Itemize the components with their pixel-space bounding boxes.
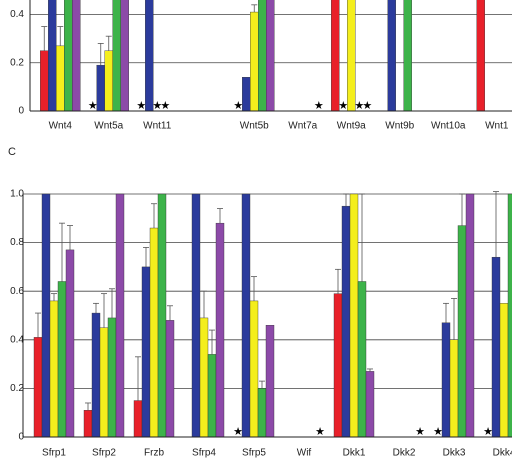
zero-marker: ★ — [314, 100, 324, 112]
bar — [387, 0, 396, 112]
bar — [49, 300, 59, 438]
y-tick-label: 1.0 — [10, 189, 24, 200]
x-tick-label: Wnt5b — [240, 121, 269, 132]
bar — [250, 11, 259, 112]
zero-marker: ★ — [160, 100, 170, 112]
bar — [149, 227, 159, 438]
x-tick-label: Sfrp5 — [242, 448, 266, 459]
x-tick-label: Frzb — [144, 448, 164, 459]
bar — [57, 281, 67, 438]
bar — [83, 410, 93, 438]
bar — [48, 0, 57, 112]
bar — [333, 293, 343, 438]
bar — [120, 0, 129, 112]
zero-marker: ★ — [233, 100, 243, 112]
bar — [145, 0, 154, 112]
x-tick-label: Dkk2 — [393, 448, 416, 459]
x-tick-label: Wnt1 — [485, 121, 509, 132]
bar — [347, 0, 356, 112]
y-tick-label: 0.6 — [10, 286, 24, 297]
bar — [215, 222, 225, 438]
x-tick-label: Wnt9a — [337, 121, 366, 132]
bar — [157, 193, 167, 438]
x-tick-label: Wif — [297, 448, 312, 459]
y-tick-label: 0 — [18, 106, 24, 117]
bar — [357, 281, 367, 438]
zero-marker: ★ — [415, 426, 425, 438]
bar — [449, 339, 459, 438]
bar — [141, 266, 151, 438]
bar — [115, 193, 125, 438]
zero-marker: ★ — [136, 100, 146, 112]
bar — [99, 327, 109, 438]
bar — [199, 317, 209, 438]
bar — [33, 337, 43, 438]
bar — [41, 193, 51, 438]
bar — [242, 77, 251, 112]
zero-marker: ★ — [88, 100, 98, 112]
bar — [96, 64, 105, 112]
y-tick-label: 0 — [18, 432, 24, 443]
bar — [56, 45, 65, 112]
y-tick-label: 0.2 — [10, 57, 24, 68]
bar — [191, 193, 201, 438]
x-tick-label: Sfrp4 — [192, 448, 216, 459]
bar — [112, 0, 121, 112]
bar — [258, 0, 267, 112]
bar — [465, 193, 475, 438]
zero-marker: ★ — [362, 100, 372, 112]
panel-label: C — [8, 146, 16, 158]
y-tick-label: 0.4 — [10, 334, 24, 345]
bar — [499, 303, 509, 438]
x-tick-label: Sfrp1 — [42, 448, 66, 459]
zero-marker: ★ — [354, 100, 364, 112]
bar — [476, 0, 485, 112]
zero-marker: ★ — [315, 426, 325, 438]
bar — [241, 193, 251, 438]
bar — [133, 400, 143, 438]
x-tick-label: Wnt7a — [288, 121, 317, 132]
bar — [40, 50, 49, 112]
zero-marker: ★ — [433, 426, 443, 438]
x-tick-label: Wnt5a — [94, 121, 123, 132]
x-tick-label: Dkk4 — [493, 448, 512, 459]
bar — [441, 322, 451, 438]
x-tick-label: Wnt11 — [143, 121, 172, 132]
bar — [91, 312, 101, 438]
bar — [507, 193, 512, 438]
y-tick-label: 0.8 — [10, 237, 24, 248]
x-tick-label: Sfrp2 — [92, 448, 116, 459]
bar — [457, 225, 467, 438]
x-tick-label: Dkk3 — [443, 448, 466, 459]
bar — [165, 320, 175, 438]
bar — [491, 256, 501, 438]
bar — [249, 300, 259, 438]
y-tick-label: 0.4 — [10, 9, 24, 20]
bar — [72, 0, 81, 112]
zero-marker: ★ — [233, 426, 243, 438]
bar — [341, 205, 351, 438]
bar — [265, 325, 275, 438]
zero-marker: ★ — [483, 426, 493, 438]
bar — [331, 0, 340, 112]
zero-marker: ★ — [152, 100, 162, 112]
bar — [64, 0, 73, 112]
bar — [257, 388, 267, 438]
x-tick-label: Wnt10a — [431, 121, 466, 132]
bar — [65, 249, 75, 438]
bar — [107, 317, 117, 438]
bar — [365, 371, 375, 438]
x-tick-label: Wnt9b — [385, 121, 414, 132]
bar — [403, 0, 412, 112]
x-tick-label: Dkk1 — [343, 448, 366, 459]
bar — [349, 193, 359, 438]
zero-marker: ★ — [338, 100, 348, 112]
x-tick-label: Wnt4 — [49, 121, 73, 132]
y-tick-label: 0.2 — [10, 383, 24, 394]
bar — [207, 354, 217, 438]
bar — [104, 50, 113, 112]
bar — [266, 0, 275, 112]
